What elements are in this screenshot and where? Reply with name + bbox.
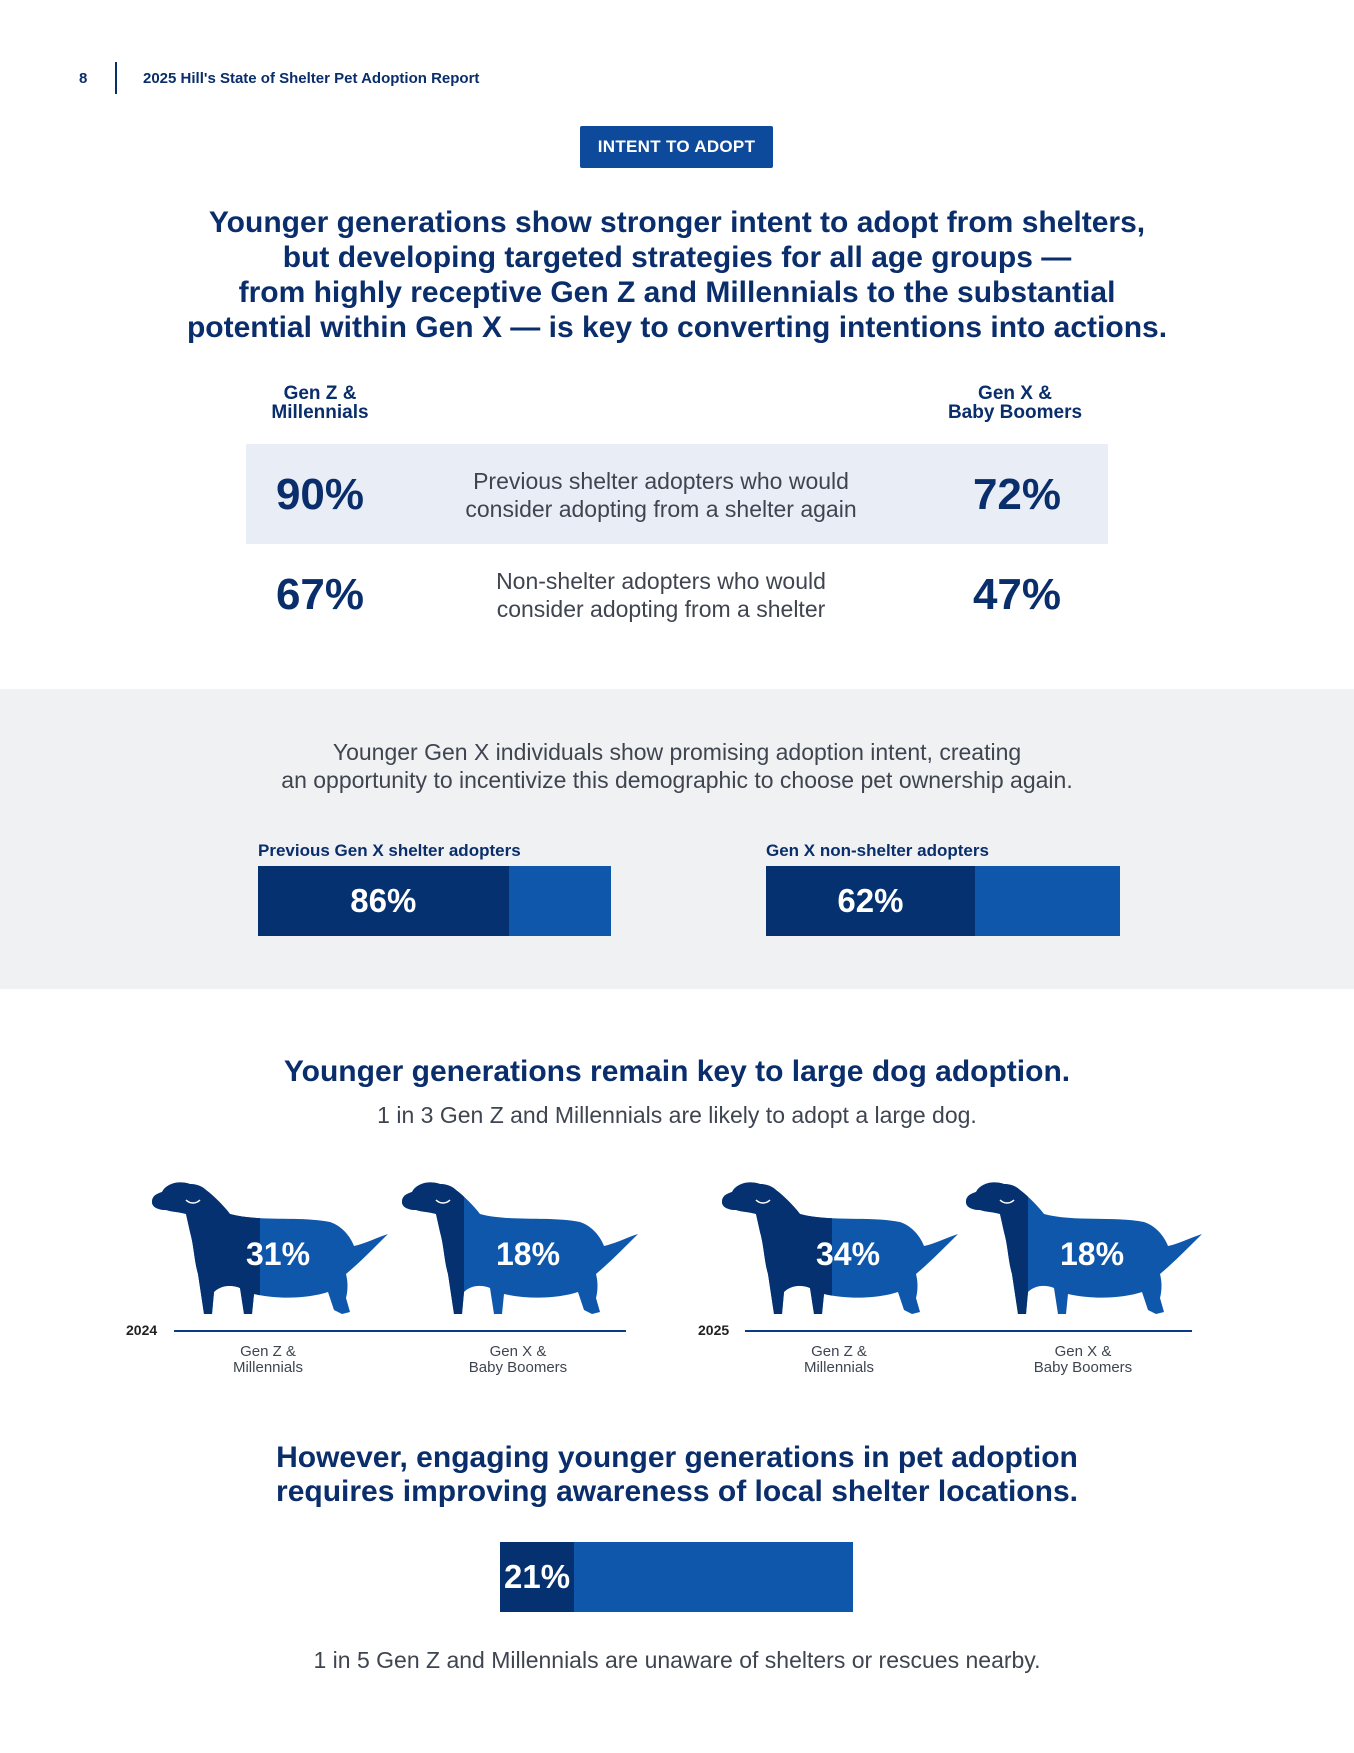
progress-bar-previous-genx: 86% [258, 866, 611, 936]
dog-silhouette-icon [402, 1182, 638, 1314]
progress-bar-awareness: 21% [500, 1542, 853, 1612]
progress-bar-value: 86% [350, 882, 417, 919]
dog-caption-line: Baby Boomers [468, 1359, 568, 1376]
bar-label-previous-genx: Previous Gen X shelter adopters [258, 841, 521, 860]
large-dog-subheading: 1 in 3 Gen Z and Millennials are likely … [377, 1102, 977, 1128]
header-divider [115, 62, 117, 94]
main-heading: Younger generations show stronger intent… [100, 205, 1254, 345]
progress-bar-fill [258, 866, 509, 936]
baseline-2025 [745, 1330, 1192, 1332]
column-header-line: Baby Boomers [947, 402, 1083, 423]
column-header-genz-millennials: Gen Z & Millennials [240, 384, 400, 422]
dog-caption-line: Millennials [803, 1359, 875, 1376]
progress-bar-fill [766, 866, 975, 936]
dog-silhouette-icon [152, 1182, 388, 1314]
dog-caption-line: Gen X & [1054, 1343, 1112, 1360]
bar-label-genx-non-shelter: Gen X non-shelter adopters [766, 841, 989, 860]
stat-description: Non-shelter adopters who would consider … [431, 567, 891, 623]
band-text-line: an opportunity to incentivize this demog… [281, 767, 1073, 793]
dog-figure-2024-genz: 31% [150, 1174, 390, 1337]
stat-description-line: consider adopting from a shelter [496, 596, 826, 622]
section-badge: INTENT TO ADOPT [580, 126, 773, 168]
awareness-heading-line: However, engaging younger generations in… [276, 1441, 1078, 1474]
progress-bar-genx-non-shelter: 62% [766, 866, 1120, 936]
dog-silhouette-icon [722, 1182, 958, 1314]
band-text-line: Younger Gen X individuals show promising… [332, 739, 1022, 765]
progress-bar-value: 21% [504, 1558, 571, 1595]
stat-description-line: consider adopting from a shelter again [465, 496, 857, 522]
baseline-2024 [174, 1330, 626, 1332]
stat-description-line: Previous shelter adopters who would [473, 468, 849, 494]
dog-caption-line: Gen Z & [811, 1343, 867, 1360]
dog-caption-line: Baby Boomers [1033, 1359, 1133, 1376]
dog-caption: Gen X & Baby Boomers [418, 1344, 618, 1376]
report-title: 2025 Hill's State of Shelter Pet Adoptio… [143, 70, 480, 87]
progress-bar-value: 62% [837, 882, 904, 919]
large-dog-heading: Younger generations remain key to large … [283, 1055, 1071, 1088]
page-number: 8 [79, 70, 88, 87]
stat-value-genz-non-shelter: 67% [275, 570, 365, 619]
awareness-heading: However, engaging younger generations in… [100, 1441, 1254, 1509]
dog-caption-line: Gen X & [489, 1343, 547, 1360]
dog-caption-line: Gen Z & [240, 1343, 296, 1360]
dog-caption: Gen Z & Millennials [739, 1344, 939, 1376]
dog-figure-2025-genx: 18% [964, 1174, 1204, 1337]
awareness-note: 1 in 5 Gen Z and Millennials are unaware… [313, 1647, 1041, 1673]
stats-row-highlight [246, 444, 1108, 544]
column-header-genx-boomers: Gen X & Baby Boomers [915, 384, 1115, 422]
gen-x-band-text: Younger Gen X individuals show promising… [150, 738, 1204, 794]
stat-description-line: Non-shelter adopters who would [496, 568, 826, 594]
dog-caption-line: Millennials [232, 1359, 304, 1376]
column-header-line: Millennials [271, 402, 369, 423]
main-heading-line: Younger generations show stronger intent… [208, 206, 1146, 239]
dog-percentage: 34% [815, 1236, 881, 1272]
dog-figure-2024-genx: 18% [400, 1174, 640, 1337]
main-heading-line: but developing targeted strategies for a… [282, 241, 1072, 274]
dog-percentage: 18% [495, 1236, 561, 1272]
stat-value-genx-previous: 72% [972, 470, 1062, 519]
dog-percentage: 18% [1059, 1236, 1125, 1272]
column-header-line: Gen X & [978, 383, 1052, 404]
dog-caption: Gen X & Baby Boomers [983, 1344, 1183, 1376]
dog-silhouette-icon [966, 1182, 1202, 1314]
stat-description: Previous shelter adopters who would cons… [431, 467, 891, 523]
year-label-2024: 2024 [126, 1322, 158, 1338]
stat-value-genx-non-shelter: 47% [972, 570, 1062, 619]
dog-percentage: 31% [245, 1236, 311, 1272]
main-heading-line: potential within Gen X — is key to conve… [186, 311, 1168, 344]
awareness-heading-line: requires improving awareness of local sh… [276, 1475, 1078, 1508]
main-heading-line: from highly receptive Gen Z and Millenni… [238, 276, 1116, 309]
stat-value-genz-previous: 90% [275, 470, 365, 519]
dog-figure-2025-genz: 34% [720, 1174, 960, 1337]
dog-caption: Gen Z & Millennials [168, 1344, 368, 1376]
progress-bar-fill [500, 1542, 575, 1612]
gen-x-band-background [0, 689, 1354, 989]
column-header-line: Gen Z & [283, 383, 357, 404]
year-label-2025: 2025 [698, 1322, 730, 1338]
